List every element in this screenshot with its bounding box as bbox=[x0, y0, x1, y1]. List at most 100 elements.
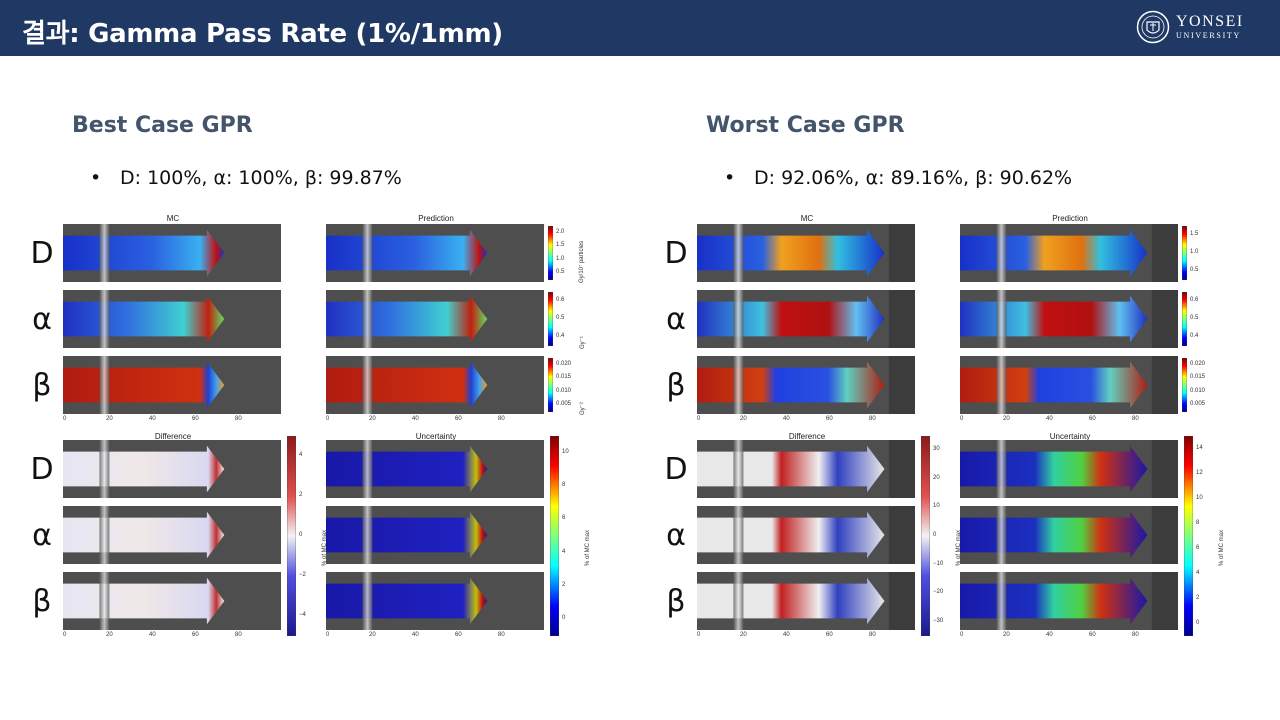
x-tick: 20 bbox=[106, 416, 113, 422]
logo-name: YONSEI bbox=[1176, 13, 1244, 30]
panel-title: MC bbox=[166, 214, 180, 223]
x-tick: 0 bbox=[326, 416, 330, 422]
yonsei-seal-icon bbox=[1136, 10, 1170, 44]
colorbar-tick: −2 bbox=[299, 572, 306, 578]
panel-title: Prediction bbox=[418, 214, 454, 223]
x-tick: 20 bbox=[740, 416, 747, 422]
x-tick: 20 bbox=[369, 632, 376, 638]
worst-case-bullet: • D: 92.06%, α: 89.16%, β: 90.62% bbox=[724, 167, 1072, 189]
x-tick: 40 bbox=[783, 416, 790, 422]
heatmap-panel bbox=[63, 572, 281, 630]
row-label: β bbox=[32, 584, 52, 619]
colorbar-label: % of MC max bbox=[956, 529, 962, 566]
heatmap-panel bbox=[697, 440, 915, 498]
heatmap-panel bbox=[697, 356, 915, 414]
heatmap-panel bbox=[326, 572, 544, 630]
row-label: β bbox=[666, 584, 686, 619]
colorbar-tick: 0.010 bbox=[556, 387, 572, 394]
colorbar-tick: 2 bbox=[1196, 594, 1200, 601]
row-label: D bbox=[664, 452, 688, 487]
heatmap-panel bbox=[326, 224, 544, 282]
colorbar-tick: 12 bbox=[1196, 469, 1203, 476]
best-case-bullet: • D: 100%, α: 100%, β: 99.87% bbox=[90, 167, 402, 189]
x-tick: 20 bbox=[1003, 416, 1010, 422]
colorbar-label: % of MC max bbox=[585, 529, 591, 566]
x-tick: 80 bbox=[869, 632, 876, 638]
colorbar-tick: 0 bbox=[562, 615, 566, 622]
colorbar-tick: 1.5 bbox=[1190, 231, 1199, 237]
heatmap-panel bbox=[960, 224, 1178, 282]
x-tick: 60 bbox=[192, 416, 199, 422]
row-label: α bbox=[32, 518, 52, 553]
x-tick: 60 bbox=[455, 416, 462, 422]
x-tick: 20 bbox=[106, 632, 113, 638]
row-label: α bbox=[666, 302, 686, 337]
heatmap-panel bbox=[697, 506, 915, 564]
x-tick: 0 bbox=[326, 632, 330, 638]
x-tick: 80 bbox=[235, 632, 242, 638]
colorbar-tick: 4 bbox=[299, 452, 303, 458]
colorbar-tick: 0 bbox=[299, 532, 303, 538]
colorbar-label: Gy⁻¹ bbox=[580, 336, 586, 349]
row-label: D bbox=[30, 452, 54, 487]
x-tick: 20 bbox=[1003, 632, 1010, 638]
panel-title: Uncertainty bbox=[1049, 432, 1091, 441]
colorbar-tick: 0.5 bbox=[556, 269, 565, 276]
heatmap-panel bbox=[63, 440, 281, 498]
x-tick: 60 bbox=[1089, 416, 1096, 422]
x-tick: 60 bbox=[192, 632, 199, 638]
colorbar-tick: 30 bbox=[933, 446, 940, 453]
heatmap-panel bbox=[326, 356, 544, 414]
row-label: D bbox=[664, 236, 688, 271]
heatmap-panel bbox=[63, 290, 281, 348]
x-tick: 0 bbox=[63, 632, 67, 638]
colorbar bbox=[548, 292, 553, 346]
colorbar-tick: 1.0 bbox=[1190, 249, 1199, 255]
colorbar bbox=[921, 436, 930, 636]
colorbar-tick: 0.4 bbox=[1190, 333, 1199, 339]
x-tick: 0 bbox=[960, 416, 964, 422]
x-tick: 40 bbox=[412, 632, 419, 638]
colorbar-tick: 0.020 bbox=[556, 360, 572, 367]
row-label: α bbox=[32, 302, 52, 337]
heatmap-panel bbox=[960, 572, 1178, 630]
colorbar-tick: 0 bbox=[1196, 619, 1200, 626]
colorbar-tick: 0.005 bbox=[556, 401, 572, 408]
colorbar-tick: 10 bbox=[562, 448, 569, 455]
panel-title: Difference bbox=[154, 432, 192, 441]
colorbar-tick: −4 bbox=[299, 612, 306, 618]
slide-title: 결과: Gamma Pass Rate (1%/1mm) bbox=[22, 19, 503, 49]
x-tick: 80 bbox=[498, 632, 505, 638]
worst-case-values: D: 92.06%, α: 89.16%, β: 90.62% bbox=[754, 167, 1073, 189]
colorbar-tick: 10 bbox=[933, 503, 940, 510]
colorbar-tick: 10 bbox=[1196, 494, 1203, 501]
heatmap-panel bbox=[326, 506, 544, 564]
heatmap-panel bbox=[697, 290, 915, 348]
row-label: β bbox=[32, 368, 52, 403]
colorbar-tick: 1.5 bbox=[556, 242, 565, 249]
heatmap-panel bbox=[63, 356, 281, 414]
best-case-values: D: 100%, α: 100%, β: 99.87% bbox=[120, 167, 402, 189]
x-tick: 60 bbox=[455, 632, 462, 638]
x-tick: 60 bbox=[826, 416, 833, 422]
x-tick: 0 bbox=[697, 632, 701, 638]
colorbar-tick: 2.0 bbox=[556, 228, 565, 235]
colorbar-label: Gy⁻² bbox=[580, 402, 586, 415]
colorbar bbox=[287, 436, 296, 636]
colorbar-tick: −20 bbox=[933, 589, 944, 596]
colorbar-tick: 0.015 bbox=[556, 374, 572, 381]
yonsei-logo: YONSEI UNIVERSITY bbox=[1136, 10, 1244, 44]
colorbar-tick: 0.6 bbox=[1190, 297, 1199, 303]
x-tick: 60 bbox=[826, 632, 833, 638]
header-bar: 결과: Gamma Pass Rate (1%/1mm) YONSEI UNIV… bbox=[0, 0, 1280, 56]
x-tick: 80 bbox=[498, 416, 505, 422]
colorbar-tick: 8 bbox=[1196, 519, 1200, 526]
heatmap-panel bbox=[697, 224, 915, 282]
colorbar-tick: 14 bbox=[1196, 444, 1203, 451]
x-tick: 40 bbox=[1046, 632, 1053, 638]
x-tick: 60 bbox=[1089, 632, 1096, 638]
colorbar-tick: 0.020 bbox=[1190, 360, 1206, 367]
x-tick: 80 bbox=[1132, 632, 1139, 638]
x-tick: 40 bbox=[149, 416, 156, 422]
